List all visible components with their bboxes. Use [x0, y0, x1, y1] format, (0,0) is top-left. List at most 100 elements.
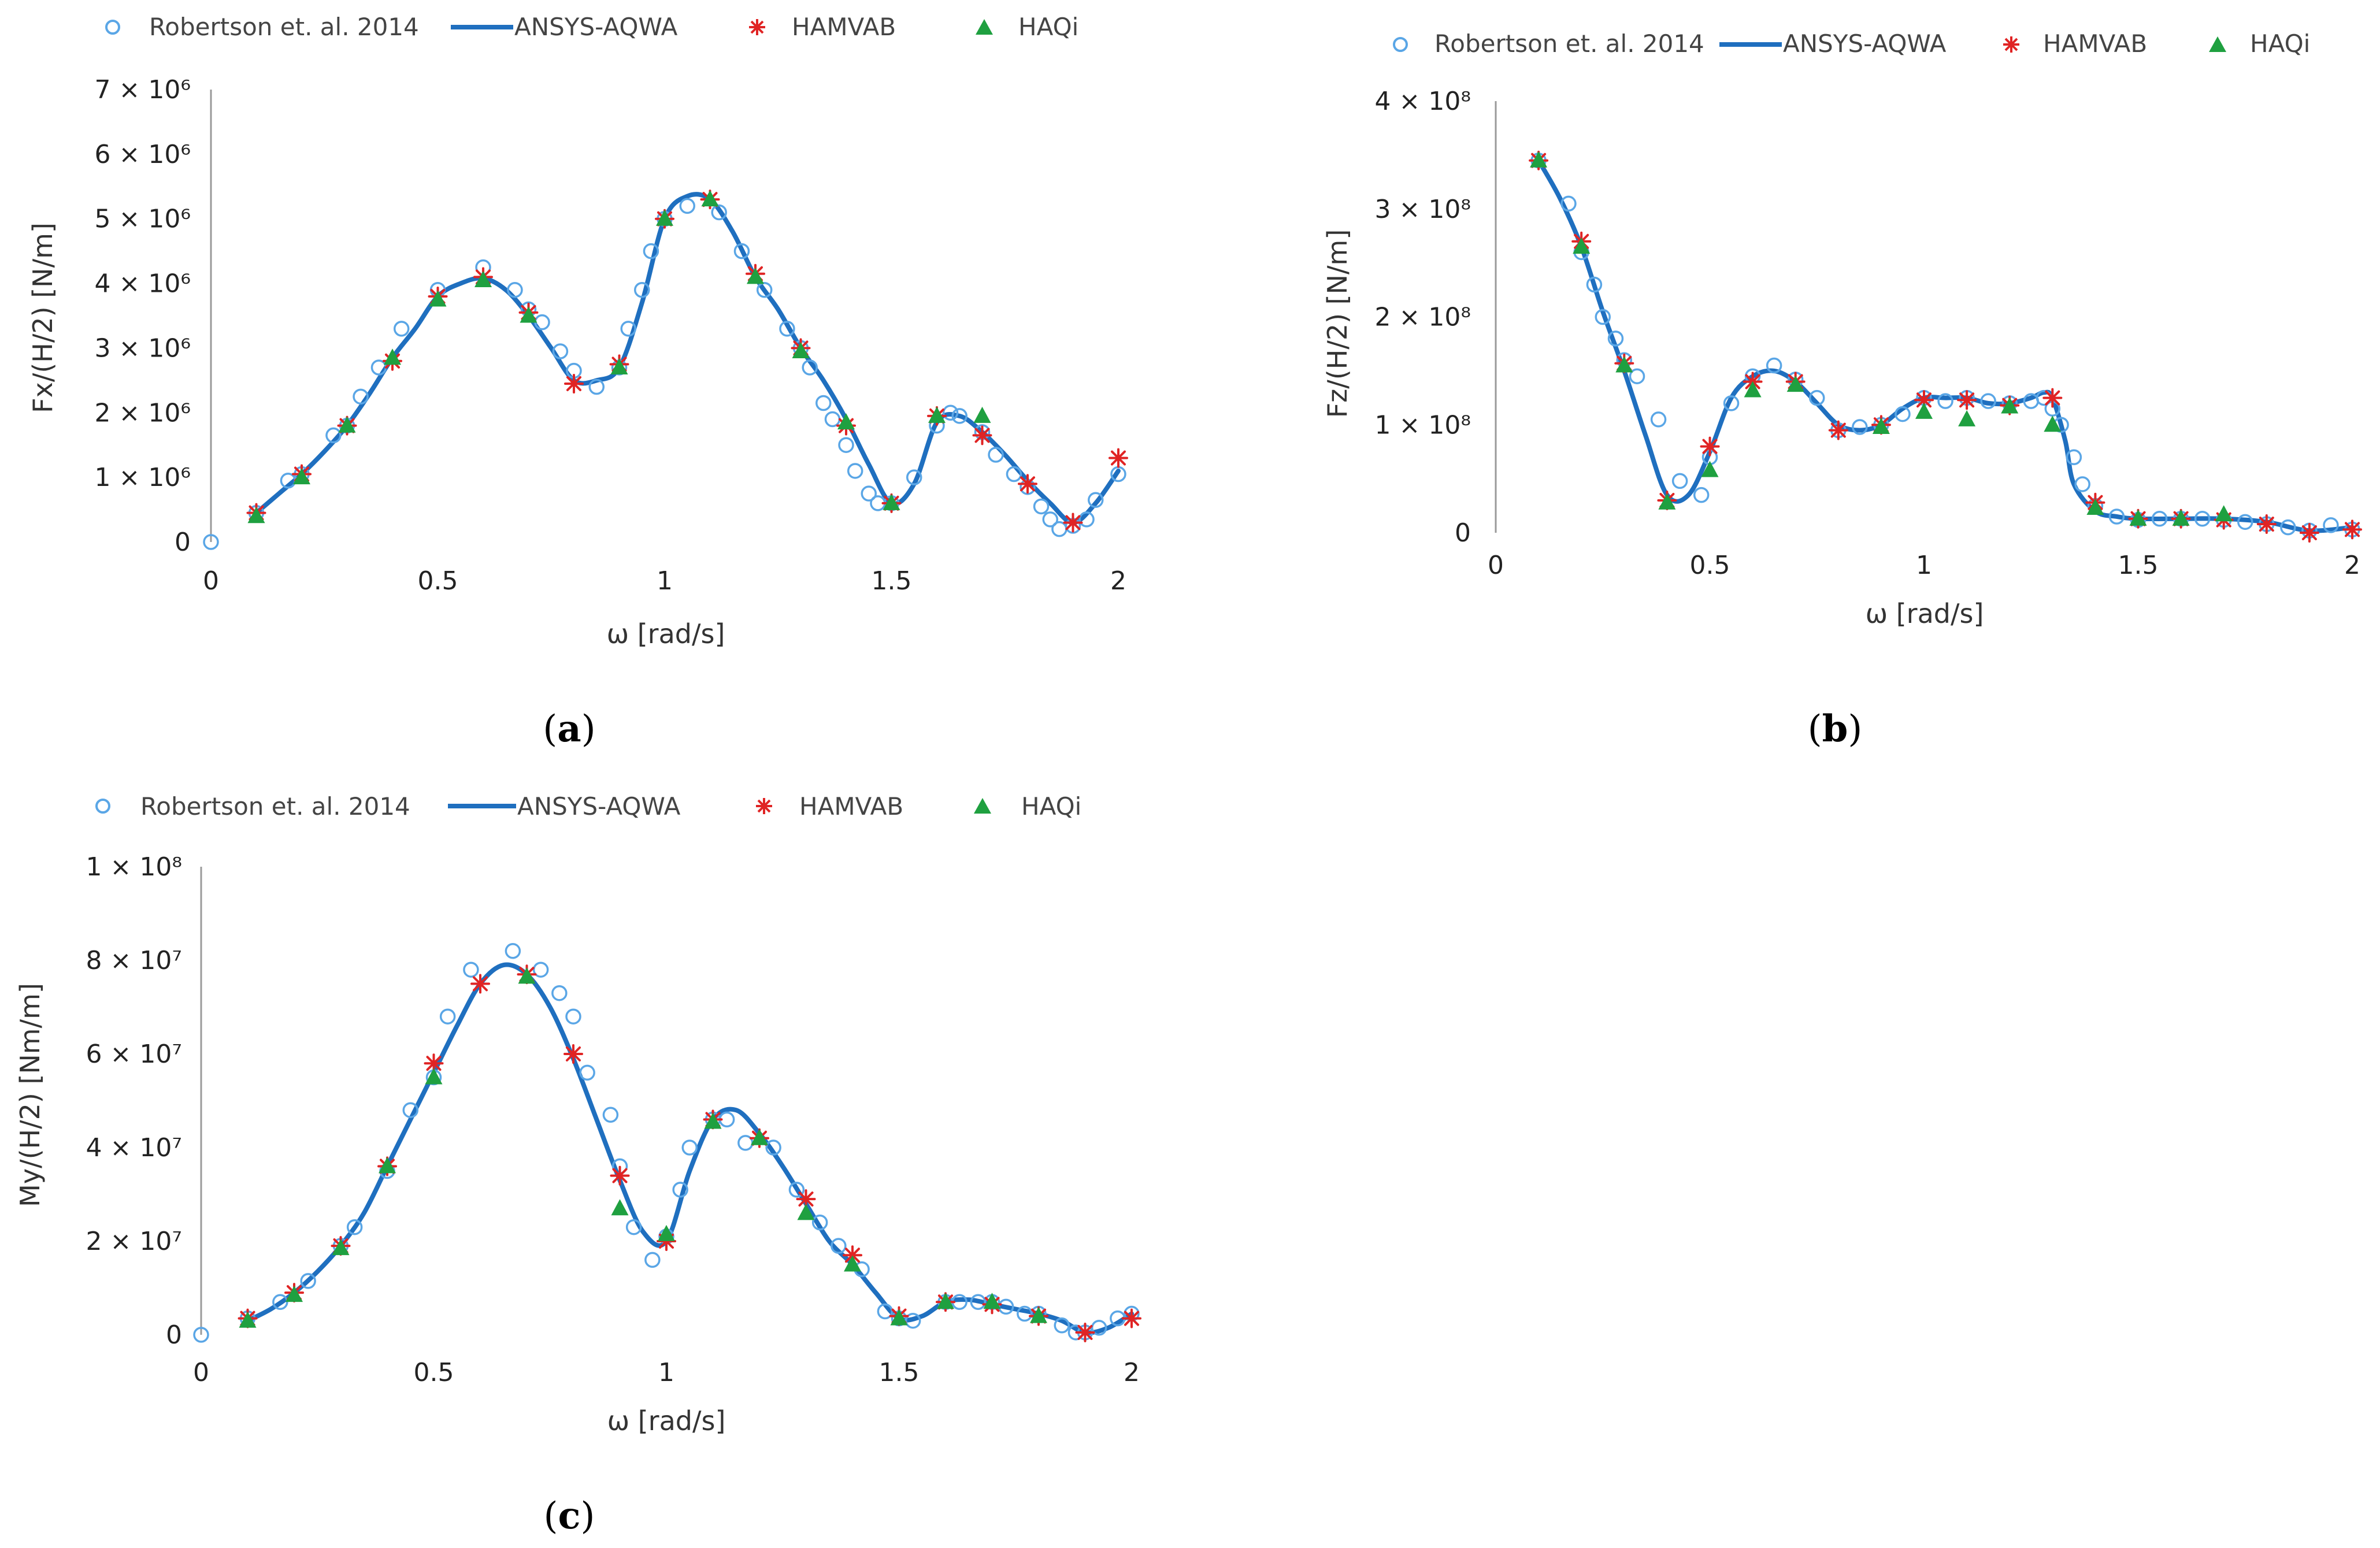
y-tick-label: 3 × 10⁶ [95, 333, 191, 363]
haqi-point [286, 1286, 303, 1302]
haqi-point [429, 290, 447, 307]
robertson-point [634, 282, 650, 298]
x-tick-label: 0.5 [414, 1358, 454, 1387]
panel-c: Robertson et. al. 2014 ANSYS-AQWA HAMVAB… [14, 792, 1141, 1538]
x-tick-label: 0 [193, 1358, 209, 1387]
haqi-point [1701, 461, 1719, 477]
haqi-point [332, 1239, 350, 1256]
hamvab-point [1075, 1322, 1095, 1342]
robertson-point [203, 534, 219, 550]
y-axis-label-b: Fz/(H/2) [N/m] [1322, 229, 1353, 418]
haqi-point [2129, 509, 2147, 526]
robertson-point [1980, 393, 1996, 409]
x-axis-label-b: ω [rad/s] [1866, 598, 1984, 629]
x-tick-label: 0 [203, 566, 219, 596]
robertson-point [831, 1238, 847, 1254]
y-tick-label: 5 × 10⁶ [95, 205, 191, 234]
ticks-c: 0 2 × 10⁷ 4 × 10⁷ 6 × 10⁷ 8 × 10⁷ 1 × 10⁸ 0 0.5… [86, 852, 1140, 1387]
y-tick-label: 3 × 10⁸ [1375, 195, 1471, 224]
legend-hamvab-label: HAMVAB [799, 792, 903, 821]
haqi-point [425, 1068, 443, 1085]
legend-robertson-marker [1393, 37, 1408, 52]
robertson-point [1560, 195, 1577, 212]
y-tick-label: 6 × 10⁷ [86, 1040, 182, 1069]
legend-haqi-marker [2209, 36, 2226, 52]
panel-label-c: (c) [544, 1494, 595, 1538]
robertson-point [1852, 419, 1868, 435]
haqi-point [937, 1293, 954, 1309]
x-tick-label: 1.5 [2118, 551, 2159, 580]
legend-haqi-marker [976, 19, 993, 35]
haqi-point [247, 507, 265, 524]
robertson-point [1088, 492, 1104, 508]
y-axis-label-c: My/(H/2) [Nm/m] [14, 983, 46, 1207]
robertson-point [1051, 521, 1067, 537]
robertson-point [802, 359, 818, 376]
y-tick-label: 1 × 10⁸ [1375, 410, 1471, 440]
robertson-point [2066, 449, 2082, 466]
haqi-point [928, 406, 946, 423]
robertson-point [300, 1273, 316, 1289]
plot-a [203, 190, 1128, 550]
robertson-point [988, 447, 1004, 463]
haqi-point [1573, 237, 1591, 254]
robertson-point [838, 437, 854, 453]
haqi-point [611, 1199, 629, 1216]
legend-robertson-label: Robertson et. al. 2014 [140, 792, 410, 821]
haqi-point [797, 1204, 815, 1220]
robertson-point [679, 198, 695, 214]
robertson-point [552, 343, 569, 359]
hamvab-point [1957, 390, 1977, 410]
hamvab-point [1109, 448, 1128, 468]
robertson-point [463, 962, 479, 978]
legend-haqi-label: HAQi [1021, 792, 1081, 821]
legend-haqi-label: HAQi [1018, 13, 1078, 41]
robertson-point [272, 1294, 288, 1311]
haqi-point [379, 1157, 396, 1174]
robertson-point [1091, 1320, 1107, 1336]
legend-haqi-label: HAQi [2250, 29, 2310, 58]
hamvab-point [470, 974, 490, 994]
haqi-point [656, 209, 673, 226]
robertson-point [1607, 331, 1624, 347]
haqi-point [973, 406, 991, 423]
haqi-point [751, 1128, 768, 1145]
legend-a: Robertson et. al. 2014 ANSYS-AQWA HAMVAB… [105, 13, 1078, 41]
x-tick-label: 1 [658, 1358, 674, 1387]
robertson-point [2151, 510, 2168, 527]
panel-label-a: (a) [543, 707, 595, 751]
robertson-point [906, 469, 922, 485]
panel-label-b: (b) [1808, 707, 1863, 751]
robertson-point [532, 962, 549, 978]
robertson-point [2074, 476, 2090, 492]
y-tick-label: 2 × 10⁶ [95, 398, 191, 428]
legend-hamvab-label: HAMVAB [792, 13, 896, 41]
y-tick-label: 6 × 10⁶ [95, 140, 191, 169]
y-axis-label-a: Fx/(H/2) [N/m] [27, 222, 58, 413]
legend-hamvab-marker [749, 19, 765, 35]
robertson-point [551, 985, 568, 1001]
haqi-point [239, 1311, 257, 1328]
robertson-point [193, 1327, 209, 1343]
robertson-point [1671, 473, 1688, 489]
haqi-point [1658, 493, 1676, 510]
haqi-point [2172, 509, 2190, 526]
robertson-point [353, 388, 369, 405]
robertson-point [681, 1139, 698, 1156]
hamvab-point [1122, 1308, 1141, 1328]
x-tick-label: 1 [1916, 551, 1932, 580]
haqi-point [658, 1224, 675, 1241]
aqwa-line [1536, 158, 2355, 533]
robertson-point [672, 1182, 688, 1198]
robertson-point [2280, 519, 2296, 536]
x-axis-label-c: ω [rad/s] [607, 1405, 726, 1436]
aqwa-line [245, 962, 1134, 1335]
legend-c: Robertson et. al. 2014 ANSYS-AQWA HAMVAB… [95, 792, 1081, 821]
y-tick-label: 0 [1455, 518, 1471, 548]
haqi-point [384, 348, 401, 365]
robertson-point [1650, 411, 1667, 428]
robertson-point [861, 485, 877, 502]
haqi-point [792, 342, 810, 359]
robertson-point [346, 1219, 363, 1235]
